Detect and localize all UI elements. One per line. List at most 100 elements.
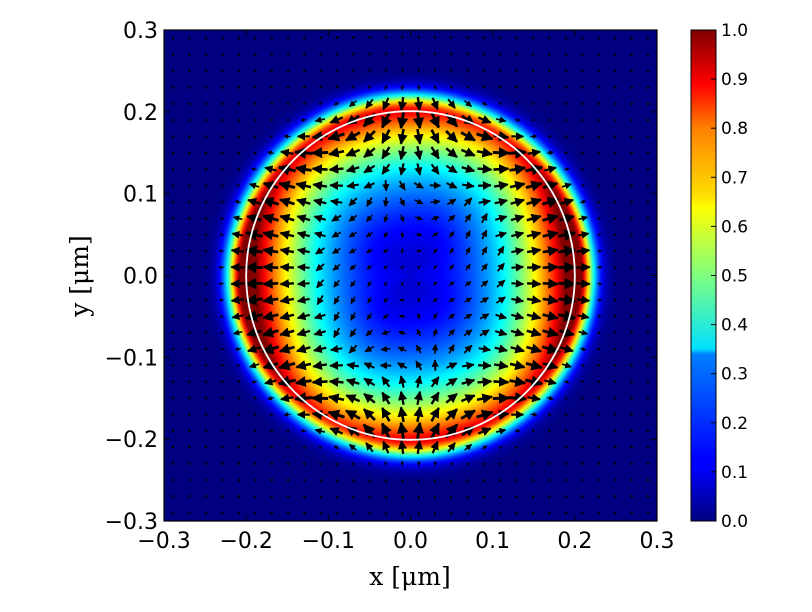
field-arrow bbox=[544, 377, 557, 386]
field-arrow bbox=[476, 409, 494, 421]
field-arrow bbox=[245, 277, 263, 290]
field-arrow bbox=[597, 379, 601, 383]
field-arrow bbox=[477, 115, 492, 124]
field-arrow bbox=[352, 52, 356, 56]
field-arrow bbox=[348, 100, 357, 108]
field-arrow bbox=[350, 280, 356, 288]
x-axis-label: x [μm] bbox=[369, 562, 451, 591]
field-arrow bbox=[203, 168, 208, 172]
field-arrow bbox=[319, 52, 323, 56]
field-arrow bbox=[385, 478, 389, 483]
field-arrow bbox=[495, 296, 506, 304]
field-arrow bbox=[464, 230, 471, 239]
field-arrow bbox=[236, 184, 240, 188]
field-arrow bbox=[481, 35, 486, 40]
field-arrow bbox=[220, 396, 224, 400]
field-arrow bbox=[526, 197, 543, 208]
field-arrow bbox=[319, 479, 323, 483]
x-tick-label: −0.3 bbox=[137, 529, 190, 554]
field-arrow bbox=[481, 84, 486, 89]
field-arrow bbox=[335, 511, 340, 516]
field-arrow bbox=[316, 295, 324, 306]
field-arrow bbox=[314, 312, 326, 320]
field-arrow bbox=[232, 329, 243, 336]
field-arrow bbox=[278, 197, 295, 208]
field-arrow bbox=[597, 217, 601, 221]
field-arrow bbox=[280, 393, 294, 403]
field-arrow bbox=[328, 147, 345, 158]
field-arrow bbox=[580, 168, 585, 172]
field-arrow bbox=[367, 296, 372, 304]
field-arrow bbox=[313, 344, 327, 354]
field-arrow bbox=[331, 214, 342, 222]
field-arrow bbox=[230, 262, 245, 273]
field-arrow bbox=[283, 412, 291, 417]
field-arrow bbox=[542, 310, 559, 322]
field-arrow bbox=[396, 421, 409, 440]
field-arrow bbox=[542, 360, 559, 370]
field-arrow bbox=[279, 295, 295, 305]
field-arrow bbox=[449, 35, 453, 40]
field-arrow bbox=[481, 511, 486, 516]
field-arrow bbox=[493, 181, 509, 191]
field-arrow bbox=[261, 343, 280, 355]
field-arrow bbox=[414, 163, 423, 176]
field-arrow bbox=[416, 312, 422, 320]
field-arrow bbox=[629, 151, 634, 155]
field-arrow bbox=[463, 197, 473, 207]
field-arrow bbox=[296, 279, 310, 288]
field-arrow bbox=[414, 215, 423, 221]
field-arrow bbox=[464, 280, 472, 287]
field-arrow bbox=[495, 312, 507, 320]
field-arrow bbox=[542, 213, 559, 225]
field-arrow bbox=[578, 329, 589, 336]
field-arrow bbox=[558, 229, 577, 241]
field-arrow bbox=[310, 392, 329, 404]
field-arrow bbox=[246, 213, 262, 224]
field-arrow bbox=[366, 312, 373, 320]
field-arrow bbox=[416, 328, 422, 337]
field-arrow bbox=[514, 512, 519, 516]
field-arrow bbox=[279, 327, 295, 338]
field-arrow bbox=[384, 84, 388, 90]
field-arrow bbox=[449, 247, 454, 255]
field-arrow bbox=[511, 247, 525, 256]
field-arrow bbox=[429, 129, 440, 144]
field-arrow bbox=[498, 479, 502, 483]
field-arrow bbox=[498, 68, 502, 72]
field-arrow bbox=[328, 377, 344, 387]
field-arrow bbox=[431, 343, 439, 354]
field-arrow bbox=[220, 379, 224, 383]
field-arrow bbox=[413, 145, 423, 161]
field-arrow bbox=[481, 263, 488, 272]
field-arrow bbox=[646, 428, 650, 432]
field-arrow bbox=[526, 230, 542, 240]
field-arrow bbox=[171, 396, 175, 400]
field-arrow bbox=[579, 346, 587, 351]
field-arrow bbox=[530, 134, 538, 139]
field-arrow bbox=[368, 35, 372, 40]
field-arrow bbox=[416, 460, 421, 467]
field-arrow bbox=[597, 298, 603, 302]
field-arrow bbox=[349, 248, 357, 254]
field-arrow bbox=[478, 198, 491, 207]
field-arrow bbox=[432, 313, 438, 320]
field-arrow bbox=[449, 68, 453, 72]
field-arrow bbox=[262, 246, 279, 257]
field-arrow bbox=[526, 327, 542, 338]
field-arrow bbox=[498, 462, 503, 466]
field-arrow bbox=[445, 392, 458, 404]
field-arrow bbox=[563, 379, 570, 384]
field-arrow bbox=[262, 294, 279, 305]
field-arrow bbox=[559, 213, 575, 224]
field-arrow bbox=[498, 511, 502, 516]
field-arrow bbox=[350, 312, 357, 321]
field-arrow bbox=[646, 135, 650, 139]
field-arrow bbox=[352, 35, 356, 40]
field-arrow bbox=[559, 197, 574, 207]
field-arrow bbox=[481, 479, 486, 483]
field-arrow bbox=[262, 181, 279, 191]
field-arrow bbox=[399, 197, 406, 207]
field-arrow bbox=[477, 164, 493, 174]
